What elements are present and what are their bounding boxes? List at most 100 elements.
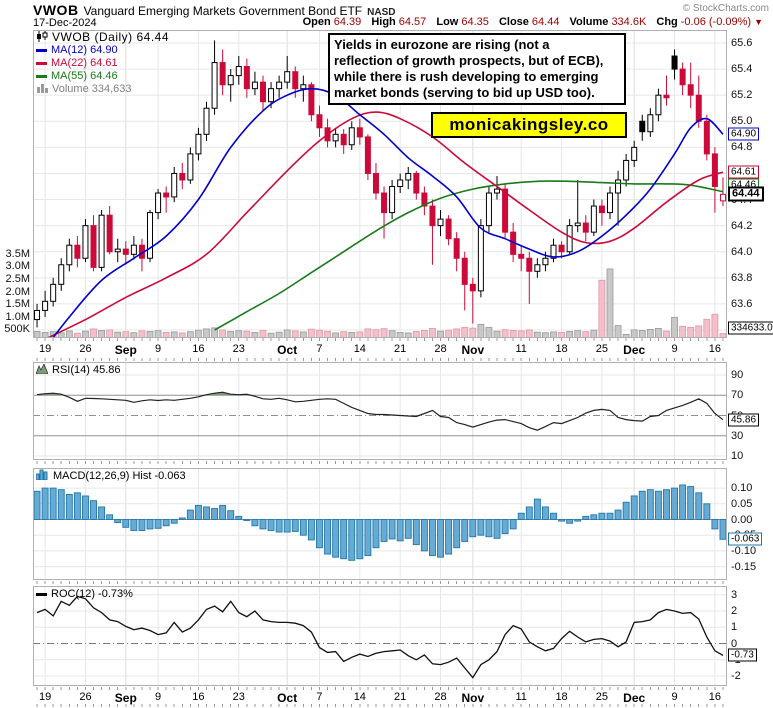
macd-legend: MACD(12,26,9) Hist -0.063 [35,469,186,484]
ma22-legend: MA(22) 64.61 [51,57,118,69]
volume-axis-label: 1.5M [5,298,30,311]
header: VWOB Vanguard Emerging Markets Government… [33,2,395,20]
analyst-annotation: Yields in eurozone are rising (not a ref… [328,33,626,105]
volume-value: 334.6K [611,16,647,28]
x-axis-label: 26 [79,343,92,355]
axis-tick-row [33,581,727,584]
x-axis-label: 7 [316,691,323,703]
price-axis-label: 65.4 [731,63,753,76]
rsi-panel-canvas [33,362,727,460]
macd-axis-label: -0.15 [731,560,757,573]
volume-axis-label: 500K [4,323,30,336]
price-axis-label: 63.8 [731,271,753,284]
chg-label: Chg [656,16,678,28]
volume-legend: Volume 334,633 [52,83,132,95]
x-axis-label: 11 [515,691,527,703]
x-axis-label: 25 [595,691,609,703]
ma55-line-icon [36,75,47,78]
roc-line-icon [36,593,47,596]
ma55-legend: MA(55) 64.46 [51,70,118,82]
price-axis-label: 64.8 [731,141,753,154]
low-label: Low [436,16,459,28]
axis-tick-row [33,461,727,464]
ma12-line-icon [36,49,47,52]
axis-value-tag: 334633.0 [728,321,773,335]
axis-tick-row [33,687,727,690]
security-name: Vanguard Emerging Markets Government Bon… [83,4,363,18]
x-axis-label: Oct [277,343,298,357]
volume-axis-label: 3.5M [5,247,30,260]
rsi-axis-label: 10 [731,450,744,462]
x-axis-label: 18 [555,691,568,703]
roc-legend: ROC(12) -0.73% [36,588,133,601]
close-label: Close [498,16,529,28]
copyright-label: © StockCharts.com [682,3,769,14]
macd-axis-label: -0.10 [731,544,757,557]
high-value: 64.57 [398,16,427,28]
roc-panel-canvas [33,586,727,686]
watermark-label: monicakingsley.co [431,112,627,138]
axis-value-tag: -0.063 [728,532,763,546]
rsi-legend: RSI(14) 45.86 [35,362,121,377]
price-legend-title: VWOB (Daily) 64.44 [52,30,170,44]
price-axis-label: 65.2 [731,89,753,102]
x-axis-label: 25 [595,343,609,355]
candlestick-icon [36,30,48,45]
quote-row: Open 64.39 High 64.57 Low 64.35 Close 64.44 … [296,16,763,28]
volume-axis-label: 2.5M [5,273,30,285]
x-axis-label: 7 [316,343,323,355]
axis-tick-row [33,358,727,361]
rsi-axis-label: 70 [731,389,744,402]
price-axis-label: 65.0 [731,115,753,128]
macd-bars-icon [35,469,49,484]
x-axis-label: 14 [353,691,366,703]
roc-axis-label: 1 [731,621,738,634]
x-axis-label: 14 [353,343,366,355]
high-label: High [371,16,396,28]
x-axis-label: 21 [394,691,407,703]
open-value: 64.39 [333,16,362,28]
x-axis-label: 9 [671,691,678,703]
axis-tick-row [33,704,727,707]
x-axis-label: 9 [671,343,678,355]
x-axis-label: 19 [38,691,52,703]
roc-axis-label: 3 [731,588,738,601]
quote-date: 17-Dec-2024 [33,17,97,29]
volume-axis-label: 2.0M [5,285,30,298]
x-axis-label: 21 [394,343,407,355]
x-axis-label: 23 [232,691,245,703]
axis-value-tag: -0.73 [728,648,757,662]
x-axis-label: 9 [155,691,162,703]
axis-value-tag: 64.90 [728,127,760,141]
axis-value-tag: 64.61 [728,165,760,179]
macd-panel-canvas [33,468,727,580]
ma22-line-icon [36,62,47,65]
open-label: Open [302,16,331,28]
x-axis-label: 18 [555,343,568,355]
annotation-line: while there is rush developing to emergi… [334,69,599,84]
volume-label: Volume [569,16,609,28]
annotation-line: reflection of growth prospects, but of E… [334,53,604,68]
price-axis-label: 64.2 [731,219,753,232]
x-axis-label: 16 [708,691,722,703]
chg-value: -0.06 (-0.09%) [680,16,752,28]
volume-axis-label: 3.0M [5,260,30,273]
x-axis-label: 28 [434,343,447,355]
down-triangle-icon: ▼ [754,17,763,27]
x-axis-label: Dec [623,691,646,705]
macd-legend-text: MACD(12,26,9) Hist -0.063 [53,470,186,482]
roc-legend-text: ROC(12) -0.73% [51,588,133,600]
x-axis-label: 16 [708,343,722,355]
volume-bars-icon [36,83,48,97]
macd-axis-label: 0.05 [731,497,753,510]
x-axis-label: 28 [434,691,447,703]
x-axis-label: 16 [192,691,205,703]
rsi-legend-text: RSI(14) 45.86 [52,364,121,376]
x-axis-label: 16 [192,343,205,355]
x-axis-label: Nov [461,691,485,705]
price-axis-label: 65.6 [731,37,753,49]
x-axis-label: 23 [232,343,245,355]
volume-axis-label: 1.0M [5,310,30,323]
x-axis-label: Nov [461,343,485,357]
